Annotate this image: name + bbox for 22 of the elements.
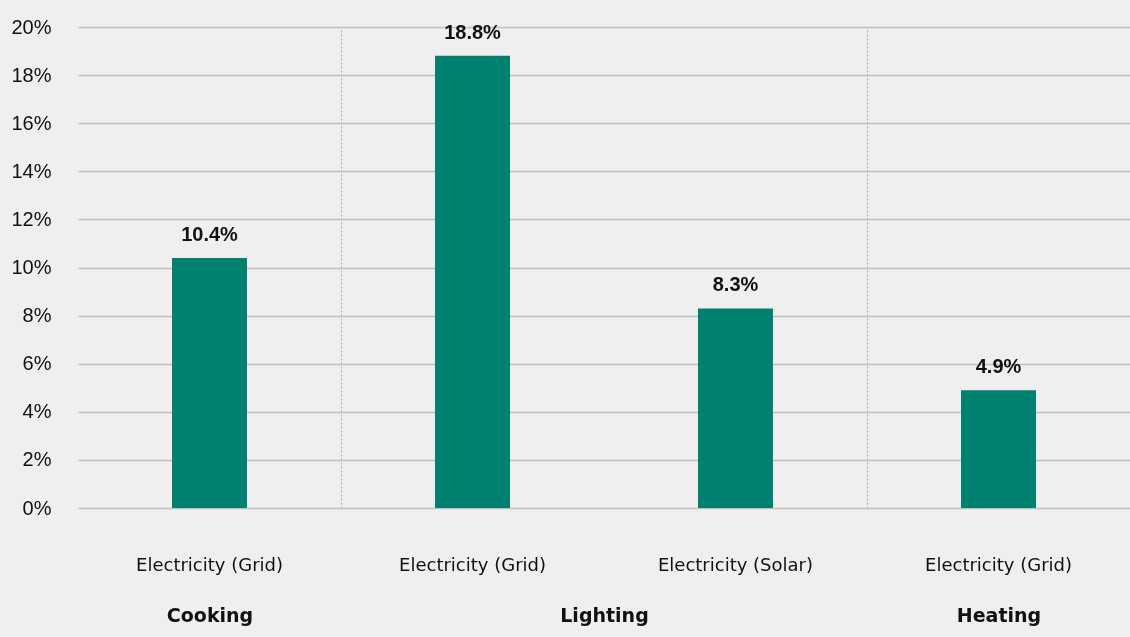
y-tick-label: 0% [22,496,52,519]
data-label: 10.4% [181,222,239,245]
x-tick-label: Electricity (Grid) [136,553,283,575]
y-tick-label: 4% [22,400,52,423]
y-tick-label: 8% [22,304,52,327]
data-label: 18.8% [444,20,502,43]
y-tick-label: 18% [11,63,52,86]
x-axis-title: Lighting [560,603,649,626]
x-tick-label: Electricity (Grid) [925,553,1072,575]
x-tick-label: Electricity (Solar) [657,553,814,575]
x-axis-title: Heating [956,603,1042,626]
data-label: 4.9% [975,355,1022,378]
y-tick-label: 2% [22,448,52,471]
x-tick-label: Electricity (Grid) [399,553,546,575]
y-tick-label: 12% [11,207,52,230]
y-tick-label: 20% [11,15,52,38]
y-tick-label: 14% [11,159,52,182]
y-tick-label: 16% [11,111,52,134]
x-axis-title: Cooking [166,603,254,626]
y-tick-label: 6% [22,352,52,375]
y-tick-label: 10% [11,256,52,278]
data-label: 8.3% [712,273,759,296]
